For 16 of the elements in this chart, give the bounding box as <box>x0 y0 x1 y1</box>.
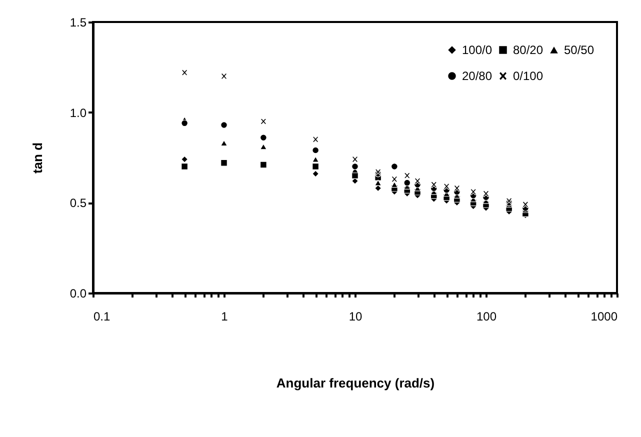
y-tick-label: 1.5 <box>70 16 87 30</box>
legend-label: 100/0 <box>462 43 492 57</box>
x-tick-label: 1000 <box>590 310 618 324</box>
y-axis-title: tan d <box>30 142 45 174</box>
y-tick-label: 0.0 <box>70 286 87 300</box>
x-axis-title: Angular frequency (rad/s) <box>276 376 435 390</box>
legend-label: 0/100 <box>513 69 544 83</box>
x-tick-label: 100 <box>476 310 497 324</box>
y-tick-label: 0.5 <box>70 196 87 210</box>
x-tick-label: 0.1 <box>94 310 111 324</box>
legend-label: 80/20 <box>513 43 544 57</box>
x-tick-label: 10 <box>348 310 362 324</box>
y-tick-label: 1.0 <box>70 106 87 120</box>
legend-label: 50/50 <box>564 43 594 57</box>
x-tick-label: 1 <box>221 310 228 324</box>
legend-label: 20/80 <box>462 69 492 83</box>
